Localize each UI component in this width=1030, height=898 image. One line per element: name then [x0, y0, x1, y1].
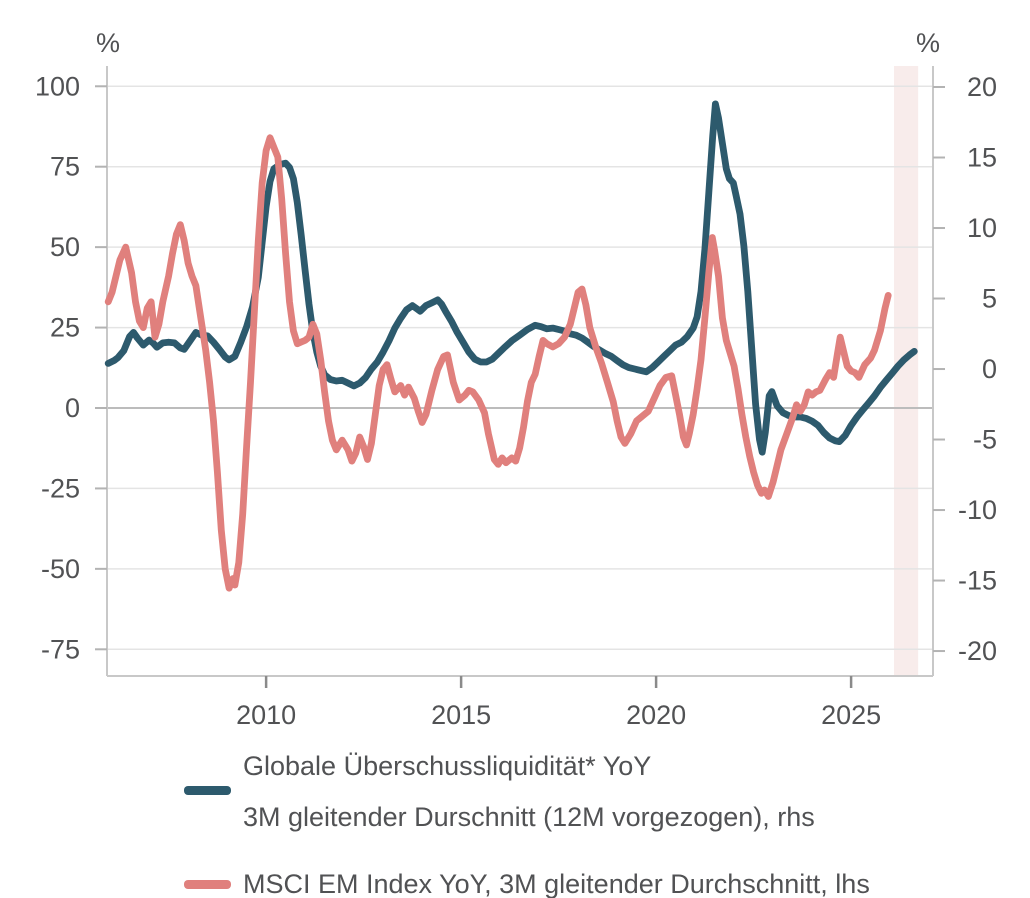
right-axis-tick-label: 10 — [967, 213, 997, 243]
right-axis-tick-label: -20 — [958, 636, 997, 666]
left-axis-tick-label: -75 — [41, 634, 80, 664]
legend-label-liquidity-line1: Globale Überschussliquidität* YoY — [243, 751, 652, 781]
right-axis-tick-label: 15 — [967, 143, 997, 173]
left-axis-unit-label: % — [96, 28, 120, 58]
line-chart: 1007550250-25-50-7520151050-5-10-15-2020… — [35, 28, 997, 730]
msci-series-line — [104, 134, 892, 592]
left-axis-tick-label: 0 — [65, 393, 80, 423]
left-axis-tick-label: 25 — [50, 313, 80, 343]
left-axis-tick-label: 100 — [35, 71, 80, 101]
right-axis-tick-label: 5 — [982, 284, 997, 314]
legend-label-liquidity-line2: 3M gleitender Durschnitt (12M vorgezogen… — [243, 802, 815, 832]
left-axis-tick-label: -50 — [41, 554, 80, 584]
legend-label-msci: MSCI EM Index YoY, 3M gleitender Durchsc… — [243, 869, 870, 898]
x-axis-tick-label: 2015 — [431, 700, 491, 730]
left-axis-tick-label: 75 — [50, 152, 80, 182]
right-axis-tick-label: 0 — [982, 354, 997, 384]
x-axis-tick-label: 2010 — [236, 700, 296, 730]
right-axis-tick-label: -10 — [958, 495, 997, 525]
right-axis-tick-label: -5 — [973, 425, 997, 455]
legend-swatch-msci — [184, 880, 231, 889]
x-axis-tick-label: 2020 — [626, 700, 686, 730]
right-axis-tick-label: -15 — [958, 566, 997, 596]
left-axis-tick-label: 50 — [50, 232, 80, 262]
legend-swatch-liquidity — [184, 786, 231, 795]
x-axis-tick-label: 2025 — [821, 700, 881, 730]
right-axis-tick-label: 20 — [967, 72, 997, 102]
right-axis-unit-label: % — [916, 28, 940, 58]
left-axis-tick-label: -25 — [41, 473, 80, 503]
liquidity-series-line — [104, 100, 918, 456]
